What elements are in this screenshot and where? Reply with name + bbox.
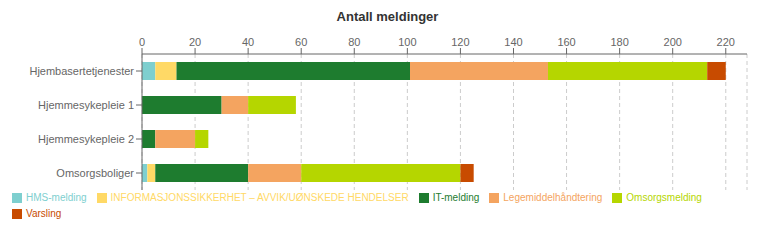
svg-text:120: 120 [451, 36, 469, 48]
html-text:Legemiddelhåndtering: Legemiddelhåndtering [503, 192, 603, 203]
html-text:Antall meldinger: Antall meldinger [336, 9, 439, 24]
svg-text:140: 140 [504, 36, 522, 48]
html-text:HMS-melding: HMS-melding [26, 192, 87, 203]
svg-text:80: 80 [348, 36, 360, 48]
svg-text:40: 40 [242, 36, 254, 48]
svg-text:Hjembasertetjenester: Hjembasertetjenester [29, 65, 134, 77]
html-text:INFORMASJONSSIKKERHET – AVVIK/: INFORMASJONSSIKKERHET – AVVIK/UØNSKEDE H… [110, 192, 409, 203]
svg-text:180: 180 [610, 36, 628, 48]
svg-text:60: 60 [295, 36, 307, 48]
html-text:Omsorgsmelding: Omsorgsmelding [626, 192, 702, 203]
svg-text:20: 20 [189, 36, 201, 48]
svg-text:100: 100 [398, 36, 416, 48]
html-text:Varsling: Varsling [26, 208, 62, 219]
svg-text:0: 0 [139, 36, 145, 48]
svg-text:Hjemmesykepleie 2: Hjemmesykepleie 2 [38, 133, 134, 145]
svg-text:Hjemmesykepleie 1: Hjemmesykepleie 1 [38, 99, 134, 111]
svg-text:200: 200 [664, 36, 682, 48]
html-text:IT-melding: IT-melding [432, 192, 480, 203]
svg-text:160: 160 [557, 36, 575, 48]
svg-text:Omsorgsboliger: Omsorgsboliger [56, 167, 134, 179]
svg-text:220: 220 [717, 36, 735, 48]
